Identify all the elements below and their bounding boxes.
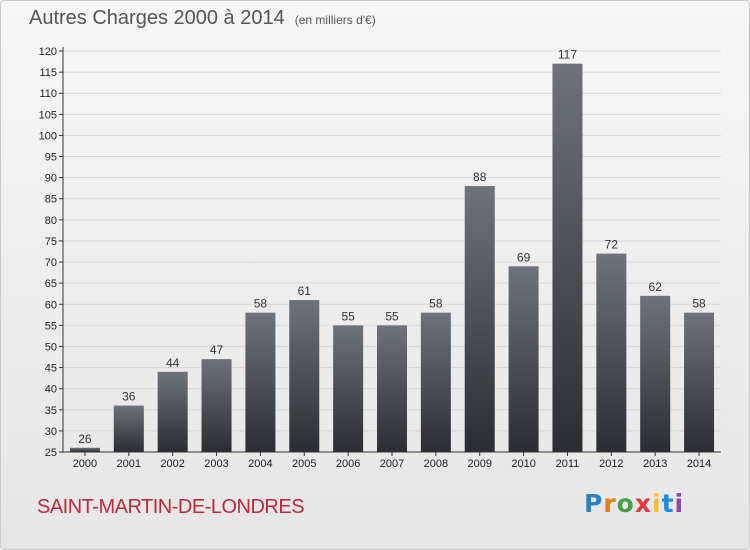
bar-2000	[69, 447, 100, 452]
bar-2001	[113, 405, 144, 452]
x-tick-label-2007: 2007	[380, 458, 404, 470]
data-label-2007: 55	[385, 309, 399, 323]
y-tick-label-80: 80	[45, 215, 57, 227]
y-tick-label-70: 70	[45, 257, 57, 269]
y-tick-label-95: 95	[45, 152, 57, 164]
y-tick-label-55: 55	[45, 320, 57, 332]
data-label-2009: 88	[473, 170, 487, 184]
data-label-2010: 69	[517, 250, 531, 264]
x-tick-label-2010: 2010	[511, 458, 535, 470]
bar-2002	[157, 371, 188, 452]
bar-2004	[245, 312, 276, 452]
x-tick-label-2003: 2003	[204, 458, 228, 470]
x-tick-label-2011: 2011	[556, 458, 580, 470]
data-labels: 26 36 44 47 58 61 55 55 58 88 69 117 72 62 58	[78, 48, 706, 446]
data-label-2013: 62	[649, 280, 663, 294]
x-tick-label-2004: 2004	[248, 458, 272, 470]
y-tick-label-50: 50	[45, 341, 57, 353]
logo-letter: i	[652, 489, 662, 518]
data-label-2001: 36	[122, 390, 136, 404]
y-tick-label-40: 40	[45, 384, 57, 396]
bar-2005	[289, 300, 320, 452]
bar-2012	[596, 253, 627, 452]
y-tick-label-120: 120	[39, 46, 57, 58]
data-label-2005: 61	[298, 284, 312, 298]
logo-letter: t	[661, 489, 675, 518]
data-label-2014: 58	[692, 297, 706, 311]
x-tick-label-2001: 2001	[117, 458, 141, 470]
y-tick-label-105: 105	[39, 109, 57, 121]
y-tick-label-25: 25	[45, 447, 57, 459]
data-label-2004: 58	[254, 297, 268, 311]
commune-name: SAINT-MARTIN-DE-LONDRES	[37, 496, 305, 518]
x-tick-label-2009: 2009	[467, 458, 491, 470]
data-label-2006: 55	[341, 309, 355, 323]
logo-letter: o	[616, 489, 635, 518]
y-tick-label-60: 60	[45, 299, 57, 311]
logo-letter: i	[674, 489, 685, 518]
axes: 2000 2001 2002 2003 2004 2005 2006 2007 2008 2009…	[39, 46, 721, 470]
data-label-2003: 47	[210, 343, 224, 357]
bars	[69, 63, 715, 453]
bar-2013	[640, 295, 671, 452]
bar-2011	[552, 63, 583, 453]
data-label-2002: 44	[166, 356, 180, 370]
logo-letter: r	[603, 489, 617, 518]
x-tick-label-2002: 2002	[160, 458, 184, 470]
y-tick-label-35: 35	[45, 405, 57, 417]
bar-2003	[201, 359, 232, 452]
y-tick-label-45: 45	[45, 363, 57, 375]
y-tick-label-65: 65	[45, 278, 57, 290]
data-label-2000: 26	[78, 432, 92, 446]
x-tick-label-2013: 2013	[643, 458, 667, 470]
logo-letter: P	[584, 489, 604, 518]
x-tick-label-2006: 2006	[336, 458, 360, 470]
bar-2006	[333, 325, 364, 452]
data-label-2012: 72	[605, 238, 619, 252]
bar-2009	[464, 186, 495, 453]
bar-2010	[508, 266, 539, 452]
x-tick-label-2014: 2014	[687, 458, 711, 470]
x-tick-label-2008: 2008	[424, 458, 448, 470]
bar-2008	[420, 312, 451, 452]
proxiti-logo[interactable]: Proxiti	[584, 489, 684, 518]
bar-2007	[377, 325, 407, 452]
y-tick-label-30: 30	[45, 426, 57, 438]
x-tick-label-2005: 2005	[292, 458, 316, 470]
y-tick-label-100: 100	[39, 130, 57, 142]
title-unit: (en milliers d'€)	[294, 13, 376, 27]
bar-2014	[684, 312, 715, 452]
y-tick-label-90: 90	[45, 173, 57, 185]
title-text: Autres Charges 2000 à 2014	[29, 7, 285, 29]
y-tick-label-115: 115	[39, 67, 57, 79]
x-tick-label-2012: 2012	[599, 458, 623, 470]
chart-title: Autres Charges 2000 à 2014 (en milliers d…	[29, 7, 376, 30]
y-tick-label-75: 75	[45, 236, 57, 248]
y-tick-label-85: 85	[45, 194, 57, 206]
x-tick-label-2000: 2000	[73, 458, 97, 470]
data-label-2008: 58	[429, 297, 443, 311]
data-label-2011: 117	[558, 48, 577, 62]
logo-letter: x	[634, 489, 652, 518]
y-tick-label-110: 110	[39, 88, 57, 100]
